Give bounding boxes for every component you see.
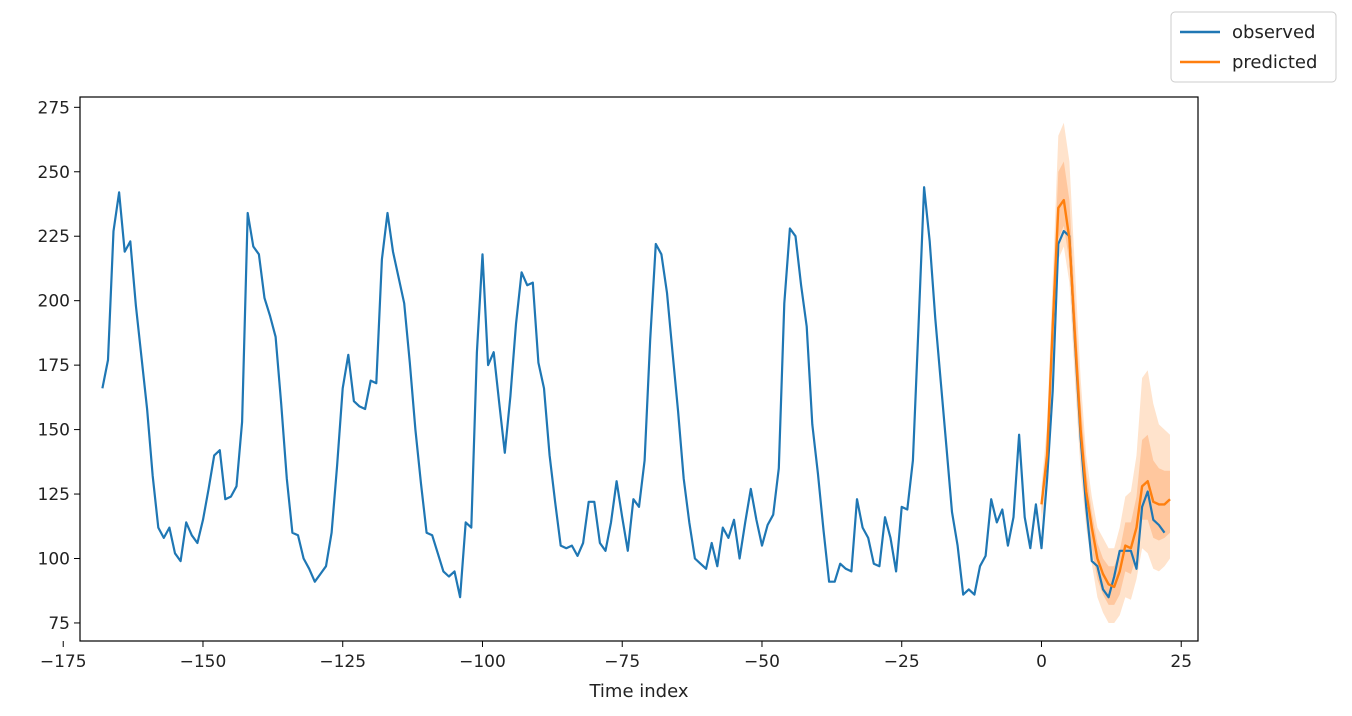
x-tick-label: −150 bbox=[180, 652, 227, 672]
x-tick-label: 25 bbox=[1170, 652, 1192, 672]
plot-frame bbox=[79, 96, 1199, 642]
prediction-band-inner bbox=[1041, 161, 1170, 605]
x-tick-label: −25 bbox=[884, 652, 920, 672]
series-lines bbox=[101, 186, 1171, 599]
y-tick-label: 200 bbox=[38, 292, 70, 312]
prediction-bands bbox=[1041, 122, 1170, 624]
series-line-predicted bbox=[1040, 198, 1171, 589]
x-tick-label: −50 bbox=[744, 652, 780, 672]
x-axis-label: Time index bbox=[588, 681, 688, 702]
x-tick-label: −100 bbox=[459, 652, 506, 672]
y-tick-label: 225 bbox=[38, 227, 70, 247]
y-tick-label: 250 bbox=[38, 163, 70, 183]
x-tick-label: −75 bbox=[604, 652, 640, 672]
y-tick-label: 175 bbox=[38, 356, 70, 376]
x-tick-label: −125 bbox=[319, 652, 366, 672]
y-tick-label: 275 bbox=[38, 98, 70, 118]
x-tick-label: 0 bbox=[1036, 652, 1047, 672]
y-tick-label: 150 bbox=[38, 421, 70, 441]
y-tick-label: 125 bbox=[38, 485, 70, 505]
x-tick-label: −175 bbox=[40, 652, 87, 672]
legend-box bbox=[1170, 11, 1337, 83]
legend: observed predicted bbox=[1170, 11, 1337, 83]
plot-background bbox=[80, 97, 1198, 641]
y-tick-label: 100 bbox=[38, 549, 70, 569]
legend-label-observed: observed bbox=[1232, 22, 1315, 43]
legend-label-predicted: predicted bbox=[1232, 52, 1317, 73]
y-axis: 75 100 125 150 175 200 225 250 275 bbox=[38, 98, 80, 634]
y-tick-label: 75 bbox=[48, 614, 70, 634]
series-line-observed bbox=[101, 186, 1166, 599]
x-axis: −175 −150 −125 −100 −75 −50 −25 0 25 bbox=[40, 641, 1192, 672]
plot-area bbox=[79, 96, 1199, 642]
